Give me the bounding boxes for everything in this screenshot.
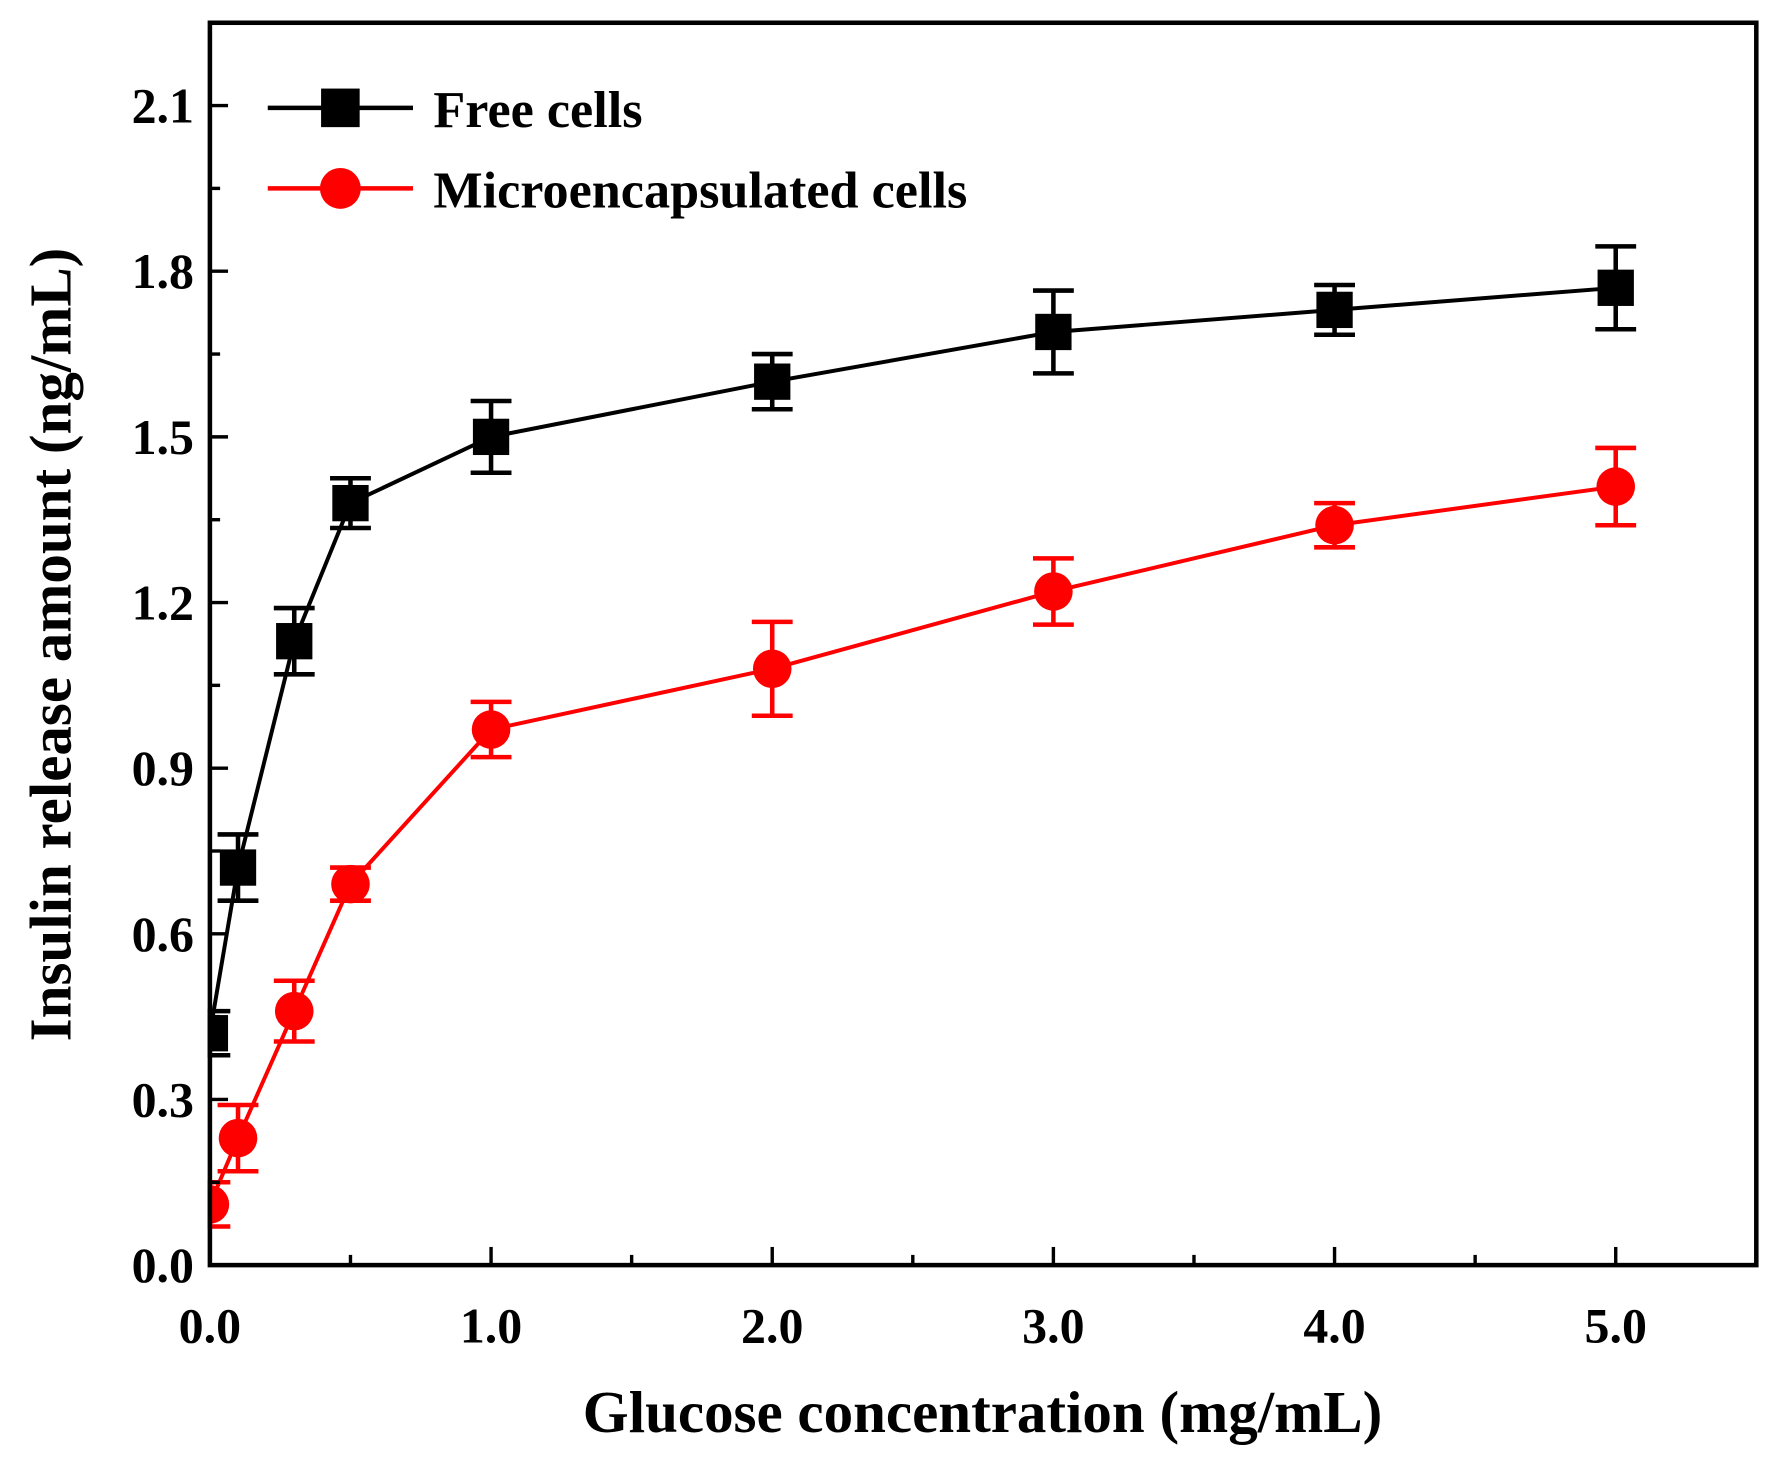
y-tick-label: 1.8 bbox=[132, 244, 194, 299]
legend: Free cells Microencapsulated cells bbox=[267, 81, 967, 220]
data-point-square bbox=[219, 849, 257, 886]
legend-marker-circle bbox=[319, 167, 361, 209]
y-axis-title: Insulin release amount (ng/mL) bbox=[17, 248, 83, 1042]
data-point-square bbox=[332, 484, 369, 522]
x-axis-title: Glucose concentration (mg/mL) bbox=[583, 1379, 1382, 1445]
y-tick-label: 1.5 bbox=[132, 410, 194, 465]
series-line bbox=[207, 285, 1616, 1034]
x-tick-label: 5.0 bbox=[1585, 1298, 1647, 1353]
series-free-cells bbox=[189, 244, 1637, 1058]
legend-label-microencapsulated: Microencapsulated cells bbox=[433, 162, 967, 220]
x-tick-label: 2.0 bbox=[741, 1298, 803, 1353]
data-point-square bbox=[276, 623, 313, 660]
y-tick-label: 0.9 bbox=[132, 741, 194, 796]
y-tick-label: 1.2 bbox=[132, 576, 194, 631]
series-line bbox=[208, 484, 1616, 1206]
data-point-square bbox=[1597, 269, 1634, 306]
y-tick-label: 0.3 bbox=[132, 1072, 194, 1127]
data-point-circle bbox=[1034, 572, 1073, 611]
data-point-square bbox=[754, 363, 791, 400]
y-tick-label: 2.1 bbox=[132, 79, 194, 134]
data-point-circle bbox=[331, 864, 370, 904]
data-point-circle bbox=[1315, 505, 1354, 545]
x-tick-label: 1.0 bbox=[460, 1298, 522, 1353]
plot-frame bbox=[207, 20, 1759, 1268]
axes: 0.0 1.0 2.0 3.0 4.0 5.0 0.0 0.3 0.6 0.9 1.2 1.5 1.8 2… bbox=[132, 79, 1647, 1354]
left-mask bbox=[0, 0, 208, 1266]
y-tick-label: 0.0 bbox=[132, 1238, 194, 1293]
data-point-circle bbox=[274, 991, 314, 1031]
x-tick-label: 3.0 bbox=[1022, 1298, 1084, 1353]
data-point-circle bbox=[218, 1118, 258, 1158]
x-tick-label: 4.0 bbox=[1303, 1298, 1365, 1353]
data-point-square bbox=[1316, 291, 1353, 329]
data-point-square bbox=[472, 418, 510, 456]
legend-label-free-cells: Free cells bbox=[433, 81, 642, 139]
y-tick-label: 0.6 bbox=[132, 907, 194, 962]
legend-marker-square bbox=[321, 88, 360, 128]
x-tick-label: 0.0 bbox=[179, 1298, 241, 1353]
data-point-circle bbox=[752, 649, 792, 689]
data-point-circle bbox=[471, 710, 511, 749]
series-microencapsulated-cells bbox=[189, 445, 1637, 1229]
data-point-square bbox=[1035, 313, 1072, 351]
data-point-circle bbox=[1596, 467, 1636, 506]
plot-marks bbox=[0, 0, 1637, 1266]
